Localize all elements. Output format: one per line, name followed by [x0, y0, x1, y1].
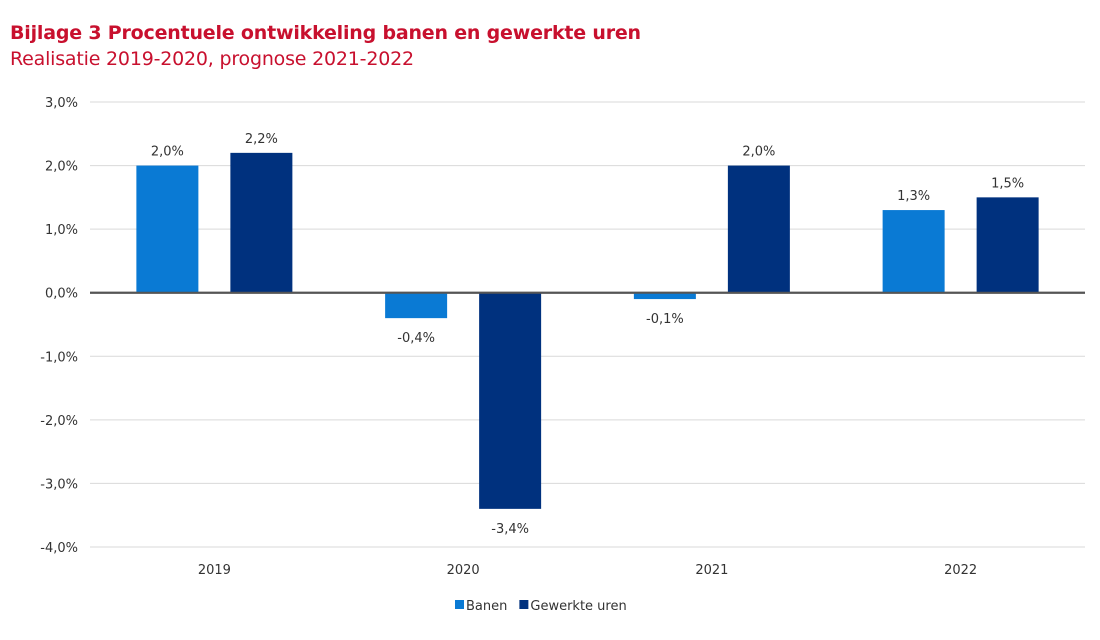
legend-swatch	[519, 600, 529, 609]
y-tick-label: -4,0%	[40, 541, 78, 556]
x-tick-label: 2019	[198, 563, 231, 578]
legend-label: Gewerkte uren	[530, 599, 626, 614]
y-tick-label: 3,0%	[45, 96, 78, 111]
data-label: 2,0%	[151, 145, 184, 160]
bar-gewerkte-uren	[976, 197, 1039, 293]
data-label: 2,0%	[742, 145, 775, 160]
y-tick-label: -1,0%	[40, 350, 78, 365]
bar-gewerkte-uren	[230, 152, 293, 293]
bar-gewerkte-uren	[727, 165, 790, 293]
data-label: -0,4%	[397, 331, 435, 346]
x-tick-label: 2022	[944, 563, 977, 578]
legend-swatch	[455, 600, 464, 609]
data-label: 1,3%	[897, 189, 930, 204]
data-label: 1,5%	[991, 176, 1024, 191]
bar-banen	[385, 292, 448, 319]
bar-banen	[633, 292, 696, 300]
bar-banen	[882, 210, 945, 293]
y-tick-label: 2,0%	[45, 160, 78, 175]
data-label: 2,2%	[245, 132, 278, 147]
x-tick-label: 2020	[447, 563, 480, 578]
legend-label: Banen	[466, 599, 507, 614]
data-label: -3,4%	[491, 522, 529, 537]
y-tick-label: -2,0%	[40, 414, 78, 429]
chart-subtitle: Realisatie 2019-2020, prognose 2021-2022	[10, 48, 414, 70]
x-tick-label: 2021	[695, 563, 728, 578]
y-tick-label: -3,0%	[40, 477, 78, 492]
bar-gewerkte-uren	[479, 292, 542, 509]
y-tick-label: 1,0%	[45, 223, 78, 238]
data-label: -0,1%	[646, 312, 684, 327]
bar-banen	[136, 165, 199, 293]
y-tick-label: 0,0%	[45, 287, 78, 302]
chart-title: Bijlage 3 Procentuele ontwikkeling banen…	[10, 22, 641, 44]
